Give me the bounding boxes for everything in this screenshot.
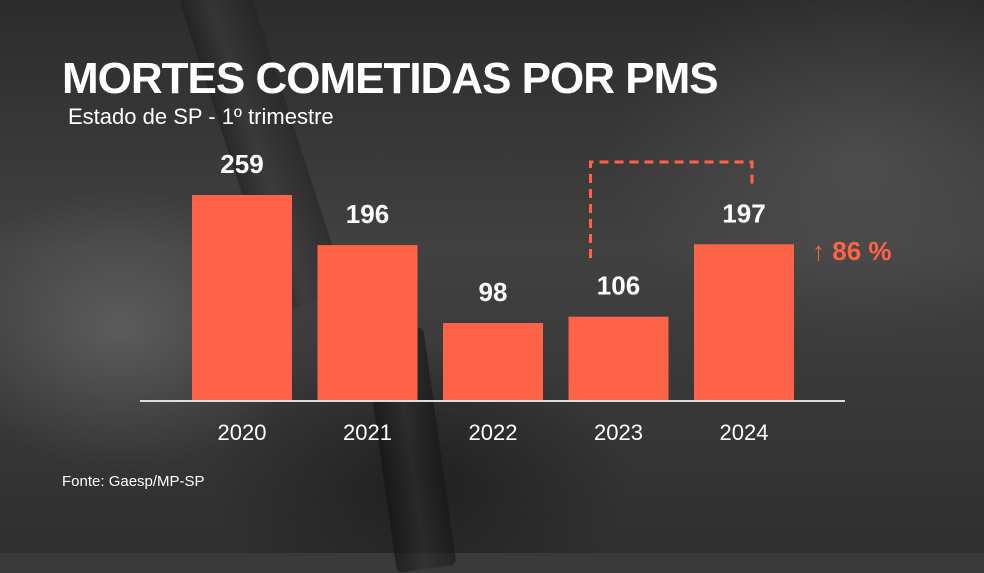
percent-change-annotation: ↑ 86 % bbox=[812, 236, 892, 267]
x-tick-label-2022: 2022 bbox=[469, 420, 518, 445]
data-label-2020: 259 bbox=[220, 149, 263, 179]
x-tick-label-2024: 2024 bbox=[720, 420, 769, 445]
change-bracket-dashed bbox=[589, 160, 754, 258]
chart-title: MORTES COMETIDAS POR PMS bbox=[62, 54, 719, 103]
bar-2021 bbox=[317, 245, 418, 401]
source-note: Fonte: Gaesp/MP-SP bbox=[62, 473, 205, 490]
bar-2023 bbox=[568, 316, 669, 401]
bar-2024 bbox=[694, 244, 794, 401]
x-tick-label-2021: 2021 bbox=[343, 420, 392, 445]
data-label-2023: 106 bbox=[597, 271, 640, 301]
bar-chart: 259 2020 196 2021 98 2022 106 2023 197 2024 bbox=[140, 149, 845, 445]
chart-subtitle: Estado de SP - 1º trimestre bbox=[68, 104, 334, 129]
bar-2020 bbox=[192, 195, 292, 401]
bar-2022 bbox=[443, 323, 543, 401]
percent-change-label: 86 % bbox=[832, 236, 892, 266]
background-photo bbox=[0, 0, 984, 553]
data-label-2021: 196 bbox=[346, 199, 389, 229]
data-label-2024: 197 bbox=[722, 198, 765, 228]
arrow-up-icon: ↑ bbox=[812, 236, 825, 266]
x-tick-label-2020: 2020 bbox=[218, 420, 267, 445]
data-label-2022: 98 bbox=[479, 277, 508, 307]
x-tick-label-2023: 2023 bbox=[594, 420, 643, 445]
